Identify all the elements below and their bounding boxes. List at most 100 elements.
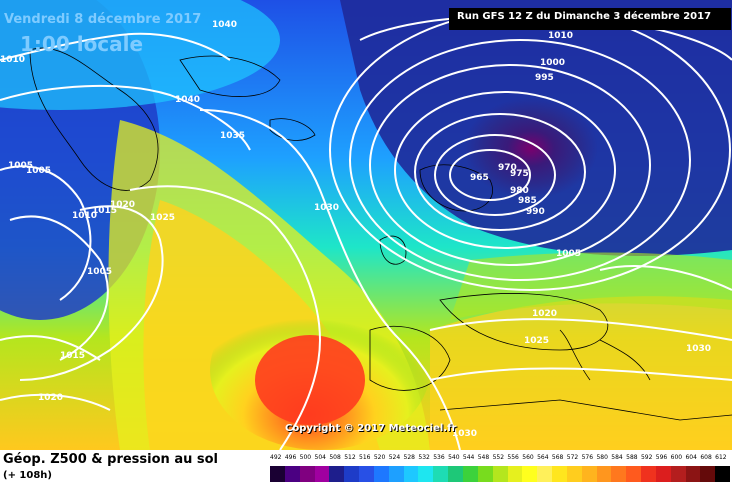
legend-subtitle: (+ 108h): [3, 470, 52, 481]
color-scale-swatch: [388, 466, 404, 482]
color-scale-swatch: [344, 466, 360, 482]
coast-italy: [559, 329, 591, 381]
color-scale-label: 612: [715, 454, 727, 461]
coast-iceland: [269, 118, 316, 141]
color-scale-label: 576: [581, 454, 594, 461]
color-scale-label: 516: [359, 454, 371, 461]
isobar-label: 1005: [8, 161, 33, 171]
color-scale-label: 520: [373, 454, 386, 461]
isobar-label: 1010: [548, 31, 573, 41]
color-scale-swatch: [433, 466, 449, 482]
color-scale-label: 596: [655, 454, 668, 461]
isobar-label: 1015: [92, 206, 117, 216]
isobar-label: 1000: [540, 58, 565, 68]
color-scale-swatch: [314, 466, 330, 482]
isobar-label: 965: [470, 173, 489, 183]
isobar-label: 1005: [87, 267, 112, 277]
z500-south-east: [430, 296, 732, 450]
isobar-label: 1040: [212, 20, 237, 30]
isobar-label: 1025: [524, 336, 549, 346]
isobar-line: [0, 32, 231, 61]
isobar-label: 1030: [686, 344, 711, 354]
color-scale-swatch: [670, 466, 686, 482]
coast-balkans: [599, 339, 651, 381]
isobars: [0, 9, 732, 450]
color-scale-label: 592: [640, 454, 653, 461]
color-scale-swatch: [299, 466, 315, 482]
coast-greenland: [29, 47, 159, 191]
color-scale-label: 524: [388, 454, 401, 461]
color-scale-label: 536: [433, 454, 445, 461]
z500-east-green: [450, 252, 732, 320]
color-scale-swatch: [700, 466, 716, 482]
z500-hot-spot: [255, 335, 365, 425]
color-scale-swatch: [492, 466, 508, 482]
color-scale-swatch: [596, 466, 612, 482]
color-scale-label: 548: [477, 454, 490, 461]
map-svg: 1040 1010 1040 1035 1005 1005 1010 1015 …: [0, 0, 732, 450]
isobar-line: [19, 205, 164, 381]
isobar-low-ring: [449, 149, 531, 201]
color-scale-label: 544: [462, 454, 475, 461]
color-scale-label: 580: [596, 454, 608, 461]
isobar-low-ring: [349, 39, 691, 281]
color-scale-label: 528: [403, 454, 415, 461]
color-scale-label: 552: [492, 454, 505, 461]
color-scale-label: 588: [626, 454, 638, 461]
run-info-box: [449, 8, 731, 30]
isobar-label: 1020: [38, 393, 63, 403]
isobar-labels: 1040 1010 1040 1035 1005 1005 1010 1015 …: [0, 20, 711, 439]
isobar-low-ring: [414, 113, 586, 231]
color-scale-swatch: [626, 466, 642, 482]
color-scale-label: 568: [551, 454, 564, 461]
isobar-label: 1025: [150, 213, 175, 223]
run-info: Run GFS 12 Z du Dimanche 3 décembre 2017: [457, 11, 712, 22]
coast-europe: [439, 293, 609, 351]
color-scale-label: 556: [507, 454, 519, 461]
color-scale-swatch: [685, 466, 701, 482]
color-scale-label: 532: [418, 454, 430, 461]
color-scale-swatch: [270, 466, 285, 482]
isobar-label: 1035: [220, 131, 245, 141]
color-scale-labels: 492 496 500 504 508 512 516 520 524 528 532 536 540 5…: [270, 454, 732, 466]
isobar-line: [0, 335, 101, 361]
color-scale-swatch: [522, 466, 538, 482]
color-scale-swatch: [359, 466, 374, 482]
isobar-label: 995: [535, 73, 554, 83]
color-scale-label: 584: [611, 454, 623, 461]
color-scale-label: 540: [448, 454, 460, 461]
isobar-label: 985: [518, 196, 537, 206]
color-scale-label: 564: [537, 454, 549, 461]
isobar-line: [0, 165, 92, 301]
color-scale-swatch: [537, 466, 553, 482]
isobar-label: 1005: [556, 249, 581, 259]
color-scale-label: 512: [344, 454, 356, 461]
color-scale-swatch: [329, 466, 345, 482]
isobar-label: 1010: [72, 211, 97, 221]
coast-iberia: [369, 325, 451, 391]
color-scale-label: 496: [284, 454, 297, 461]
isobar-label: 1005: [26, 166, 51, 176]
isobar-label: 970: [498, 163, 517, 173]
color-scale-swatch: [566, 466, 582, 482]
isobar-line: [0, 84, 251, 151]
color-scale-swatch: [403, 466, 419, 482]
color-scale-swatch: [418, 466, 434, 482]
color-scale-label: 608: [700, 454, 712, 461]
isobar-line: [9, 215, 109, 361]
isobar-line: [199, 109, 461, 450]
color-scale-label: 604: [685, 454, 697, 461]
isobar-label: 990: [526, 207, 545, 217]
coast-svalbard: [179, 55, 281, 97]
color-scale-label: 508: [329, 454, 341, 461]
color-scale-swatch: [448, 466, 463, 482]
color-scale-swatch: [581, 466, 597, 482]
color-scale-swatch: [641, 466, 656, 482]
color-scale-label: 500: [299, 454, 312, 461]
isobar-line: [129, 185, 322, 450]
forecast-time: 1:00 locale: [20, 32, 144, 56]
copyright: Copyright © 2017 Meteociel.fr: [285, 423, 457, 434]
isobar-low-ring: [434, 134, 556, 216]
isobar-low-ring: [369, 64, 651, 266]
